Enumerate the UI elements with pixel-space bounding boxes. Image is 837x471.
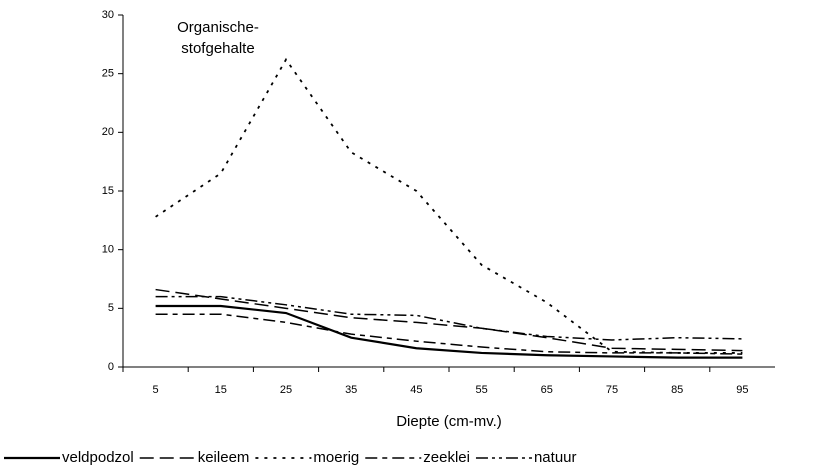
x-tick-label: 55 xyxy=(475,384,487,396)
y-tick-label: 5 xyxy=(108,302,114,314)
x-tick-label: 65 xyxy=(541,384,553,396)
series-line xyxy=(155,295,743,341)
x-tick-label: 85 xyxy=(671,384,683,396)
x-axis-label: Diepte (cm-mv.) xyxy=(396,413,502,430)
y-tick-label: 10 xyxy=(102,244,114,256)
series-line xyxy=(155,304,743,359)
series-line xyxy=(155,288,743,352)
legend-label: natuur xyxy=(534,449,577,466)
y-tick-label: 30 xyxy=(102,9,114,21)
y-tick-label: 25 xyxy=(102,68,114,80)
chart-title: stofgehalte xyxy=(181,40,254,57)
chart-title: Organische- xyxy=(177,19,259,36)
x-tick-label: 45 xyxy=(410,384,422,396)
legend-label: zeeklei xyxy=(423,449,470,466)
x-tick-label: 95 xyxy=(736,384,748,396)
x-tick-label: 5 xyxy=(153,384,159,396)
x-tick-label: 15 xyxy=(215,384,227,396)
y-tick-label: 20 xyxy=(102,126,114,138)
legend-label: moerig xyxy=(313,449,359,466)
x-tick-label: 75 xyxy=(606,384,618,396)
series-line xyxy=(155,313,743,355)
y-tick-label: 0 xyxy=(108,361,114,373)
x-tick-label: 25 xyxy=(280,384,292,396)
legend-label: keileem xyxy=(198,449,250,466)
x-tick-label: 35 xyxy=(345,384,357,396)
legend-label: veldpodzol xyxy=(62,449,134,466)
y-tick-label: 15 xyxy=(102,185,114,197)
